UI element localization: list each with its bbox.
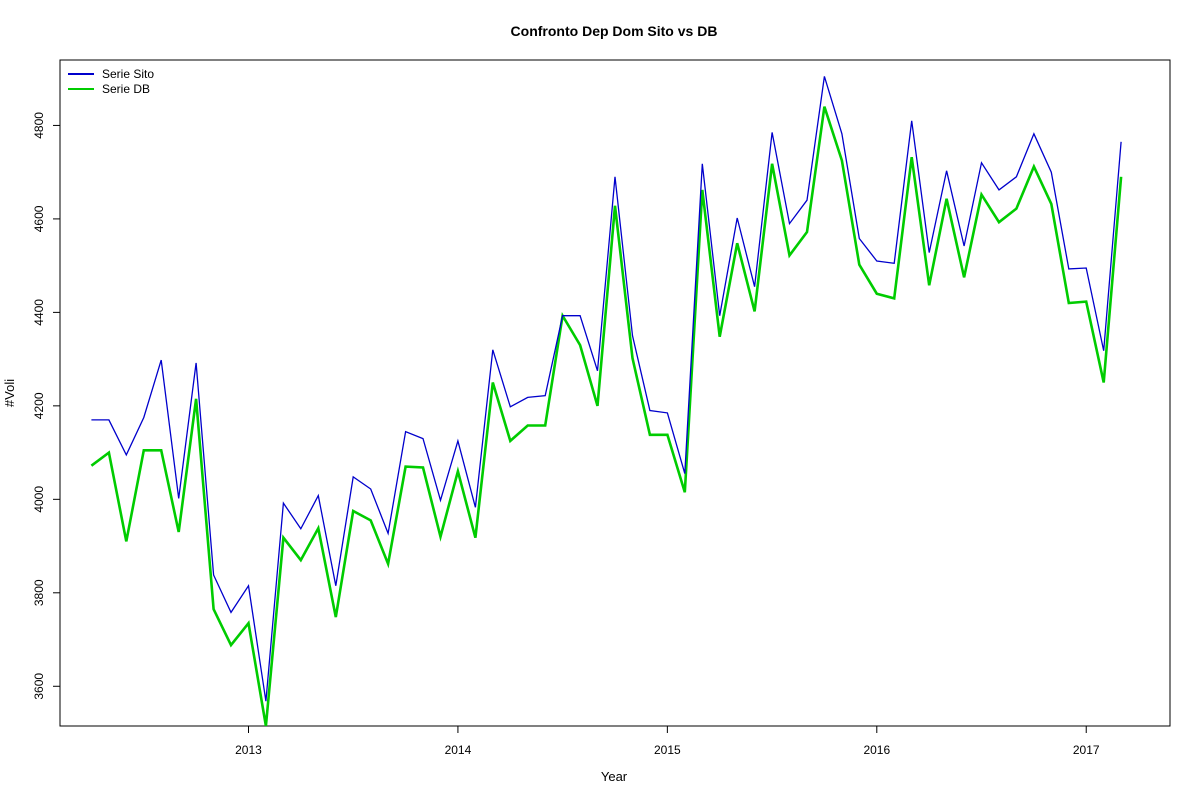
y-tick-label: 4200 [32,392,46,419]
x-tick-label: 2014 [445,743,472,757]
y-axis-label: #Voli [2,379,17,407]
y-tick-label: 3800 [32,579,46,606]
x-axis: 2013 2014 2015 2016 2017 [235,726,1100,757]
series-line-serie-sito [91,76,1122,702]
chart-title: Confronto Dep Dom Sito vs DB [511,23,718,39]
y-tick-label: 4600 [32,205,46,232]
y-tick-label: 4000 [32,486,46,513]
legend: Serie Sito Serie DB [68,67,154,96]
y-tick-label: 4400 [32,299,46,326]
legend-label-serie-db: Serie DB [102,82,150,96]
x-tick-label: 2015 [654,743,681,757]
legend-label-serie-sito: Serie Sito [102,67,154,81]
x-tick-label: 2013 [235,743,262,757]
y-tick-label: 4800 [32,112,46,139]
x-axis-label: Year [601,769,628,784]
plot-frame [59,59,1171,727]
x-tick-label: 2017 [1073,743,1100,757]
series-layer [90,76,1123,726]
x-tick-label: 2016 [863,743,890,757]
y-axis: 3600 3800 4000 4200 4400 4600 4800 [32,112,60,700]
series-line-serie-db [90,106,1123,726]
y-tick-label: 3600 [32,673,46,700]
